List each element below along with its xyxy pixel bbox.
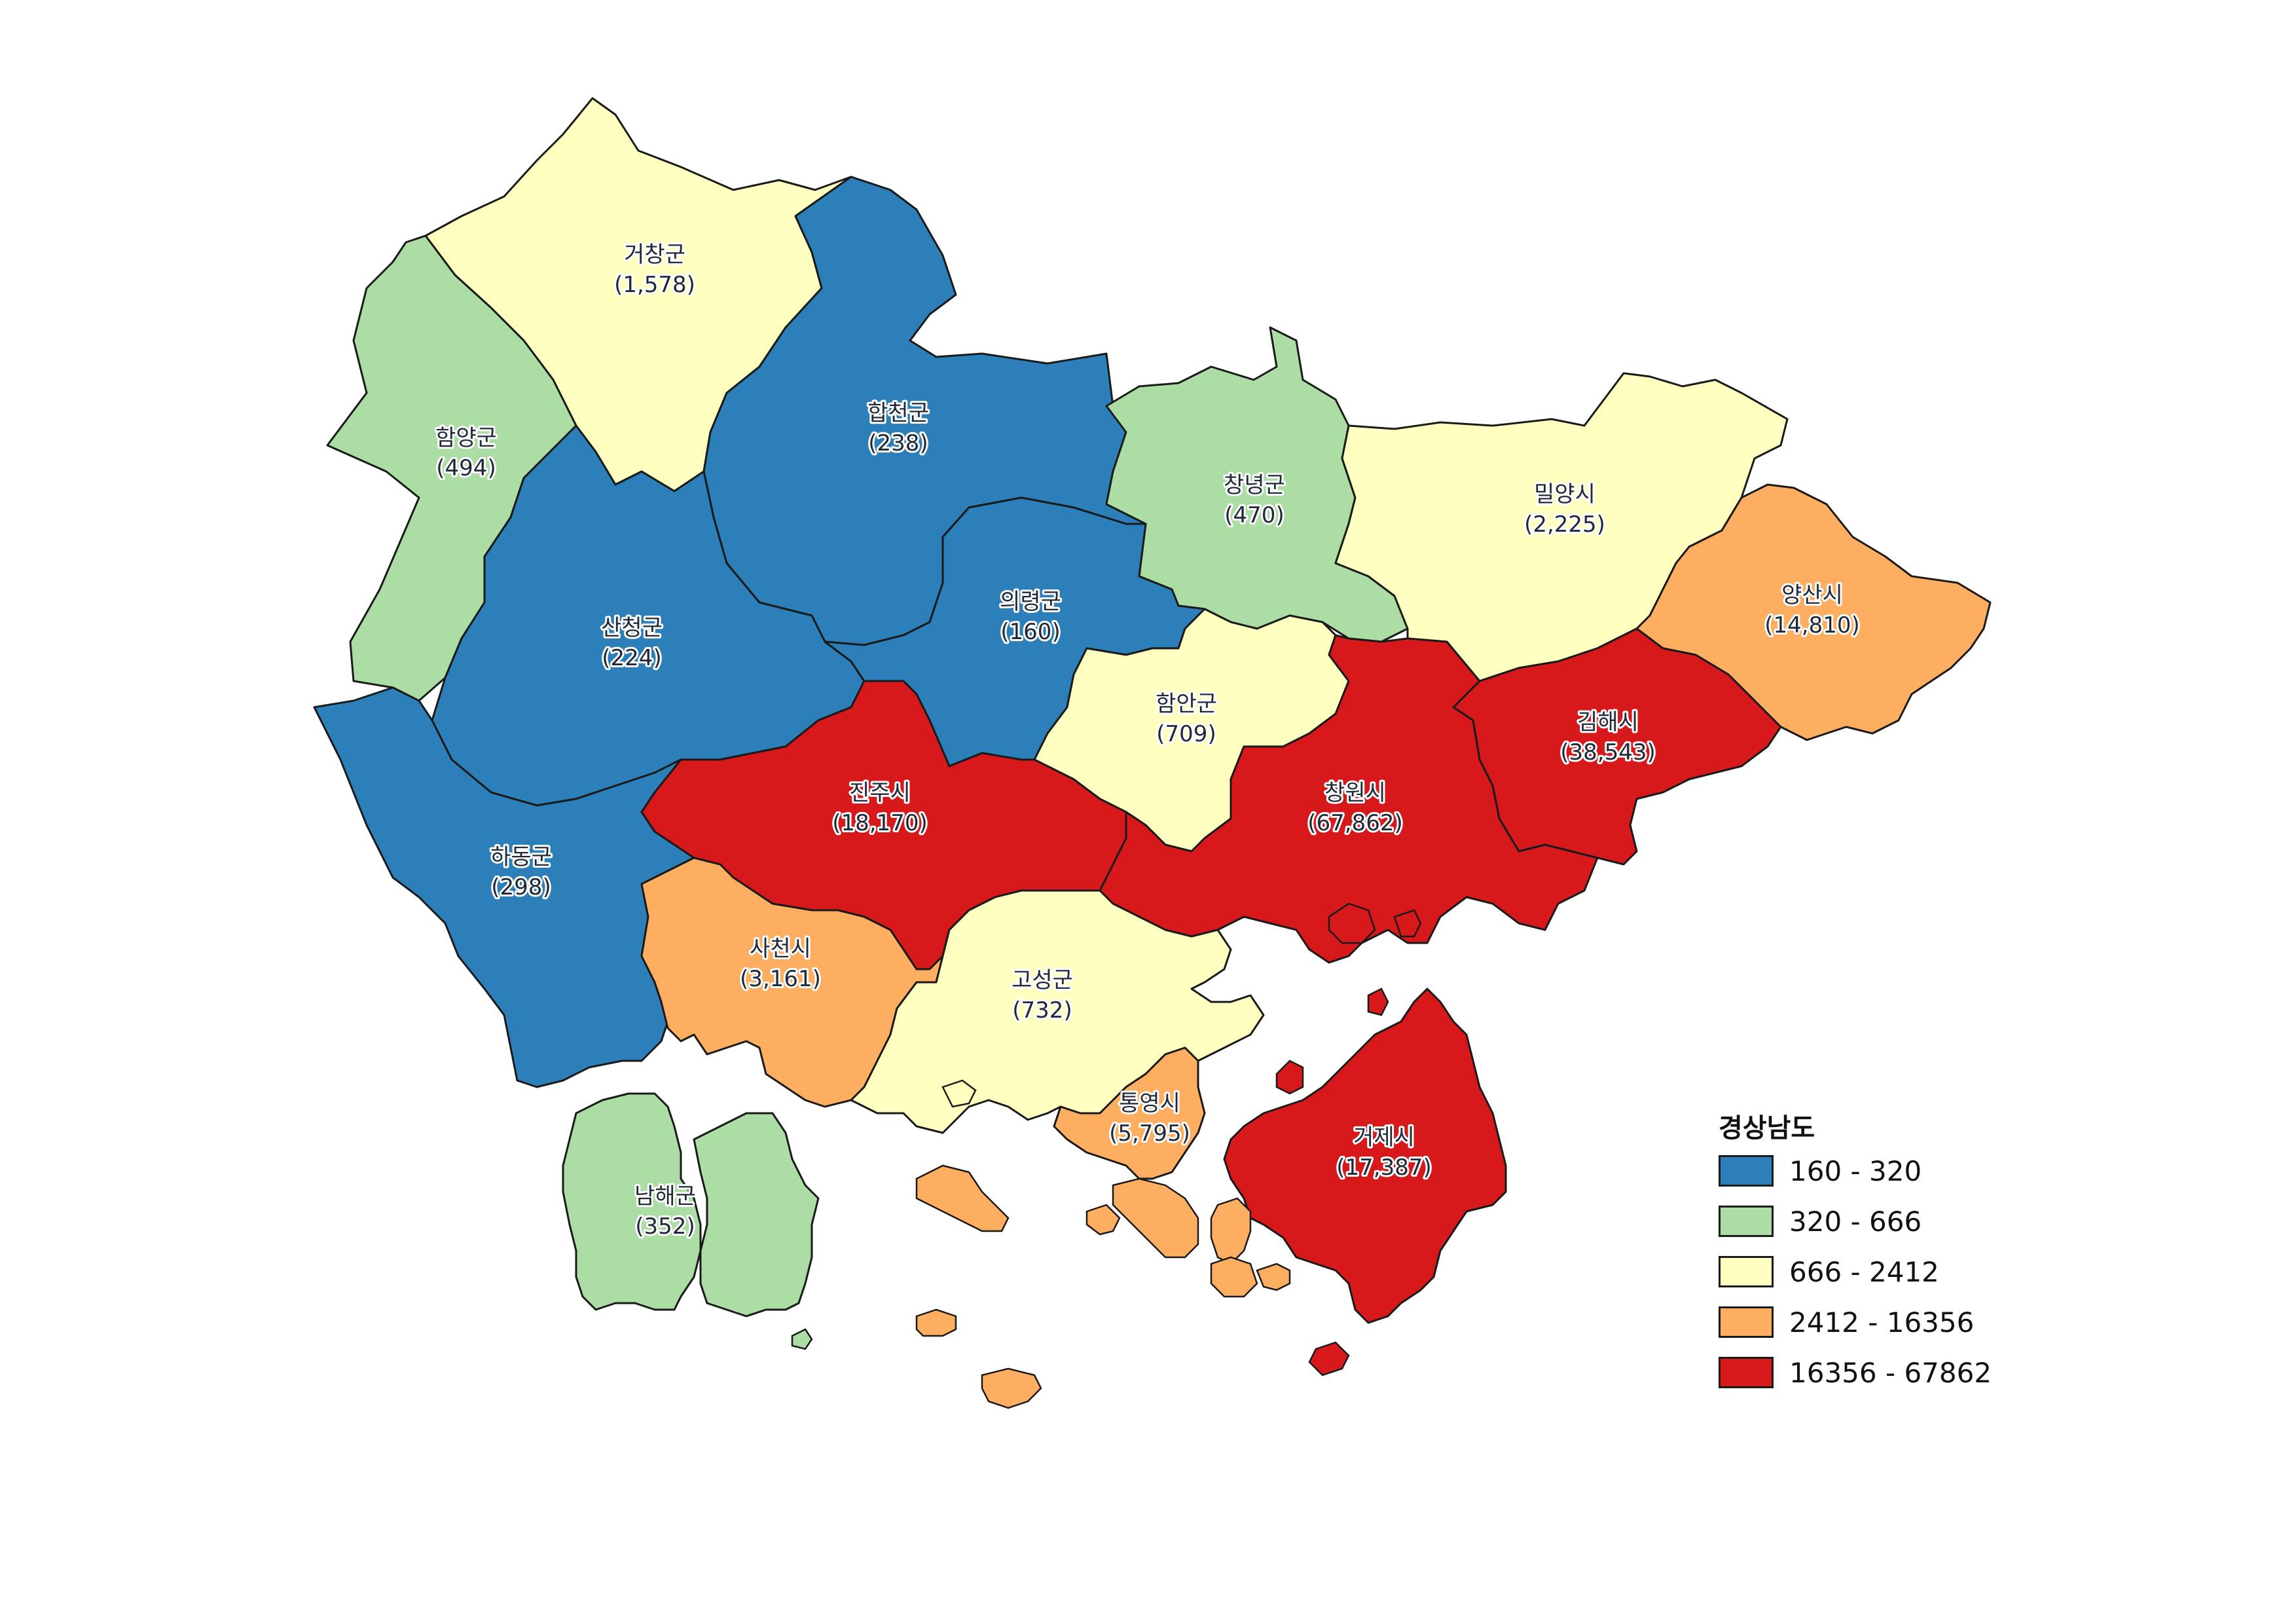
label-jinju-value: (18,170) (832, 810, 928, 836)
label-sancheong-name: 산청군 (601, 615, 663, 641)
label-jinju-name: 진주시 (849, 780, 911, 806)
region-changwon[interactable] (1099, 634, 1599, 964)
legend-label: 320 - 666 (1789, 1205, 1922, 1238)
legend-label: 16356 - 67862 (1789, 1356, 1992, 1389)
label-haman-value: (709) (1156, 721, 1216, 747)
label-hamyang-name: 함양군 (435, 425, 497, 451)
island-tongyeong-8 (1085, 1204, 1121, 1236)
label-gimhae-name: 김해시 (1577, 709, 1639, 735)
label-changnyeong-name: 창녕군 (1224, 472, 1285, 498)
label-changnyeong-value: (470) (1224, 502, 1284, 528)
label-sancheong-value: (224) (602, 645, 661, 671)
label-goseong-name: 고성군 (1011, 967, 1073, 993)
label-geochang-value: (1,578) (614, 272, 695, 298)
label-sacheon-value: (3,161) (740, 966, 821, 992)
legend-item: 2412 - 16356 (1719, 1304, 1974, 1340)
label-hapcheon-name: 합천군 (867, 400, 929, 426)
island-tongyeong-7 (1256, 1263, 1291, 1291)
island-changwon-2 (1393, 909, 1422, 938)
label-uiryeong-name: 의령군 (1000, 589, 1061, 615)
label-haman-name: 함안군 (1156, 691, 1217, 717)
region-yangsan[interactable] (1635, 483, 1992, 741)
label-yangsan-value: (14,810) (1764, 612, 1860, 638)
legend-item: 160 - 320 (1719, 1153, 1922, 1189)
label-tongyeong-value: (5,795) (1109, 1120, 1190, 1147)
legend-item: 320 - 666 (1719, 1203, 1922, 1240)
legend-swatch (1719, 1206, 1774, 1237)
region-namhae-west[interactable] (562, 1092, 702, 1311)
label-changwon-value: (67,862) (1307, 810, 1403, 836)
label-hadong-name: 하동군 (490, 844, 552, 870)
region-hamyang[interactable] (326, 234, 577, 702)
legend-swatch (1719, 1357, 1774, 1388)
label-hadong-value: (298) (491, 874, 551, 900)
island-tongyeong-6 (1210, 1256, 1258, 1298)
label-gimhae-value: (38,543) (1560, 739, 1656, 766)
label-hamyang-value: (494) (436, 455, 496, 481)
label-yangsan-name: 양산시 (1781, 582, 1843, 608)
region-geoje[interactable] (1223, 987, 1507, 1324)
island-goseong-1 (941, 1079, 977, 1108)
label-tongyeong-name: 통영시 (1119, 1090, 1180, 1116)
label-changwon-name: 창원시 (1324, 780, 1386, 806)
island-tongyeong-2 (1112, 1177, 1199, 1259)
legend-swatch (1719, 1306, 1774, 1338)
legend-title: 경상남도 (1719, 1113, 1815, 1143)
legend-item: 666 - 2412 (1719, 1253, 1939, 1290)
label-uiryeong-value: (160) (1000, 619, 1060, 645)
region-tongyeong[interactable] (1053, 1046, 1206, 1180)
island-geoje-2 (1308, 1341, 1350, 1376)
region-namhae-east[interactable] (693, 1112, 820, 1318)
island-tongyeong-4 (915, 1308, 957, 1337)
legend-swatch (1719, 1155, 1774, 1187)
legend-label: 666 - 2412 (1789, 1255, 1939, 1288)
label-namhae-name: 남해군 (634, 1183, 696, 1209)
legend-label: 2412 - 16356 (1789, 1306, 1975, 1338)
legend-label: 160 - 320 (1789, 1154, 1922, 1187)
island-changwon-1 (1328, 902, 1376, 944)
island-namhae-1 (791, 1328, 813, 1350)
legend-swatch (1719, 1256, 1774, 1287)
label-geochang-name: 거창군 (624, 242, 685, 268)
legend-item: 16356 - 67862 (1719, 1354, 1992, 1391)
label-goseong-value: (732) (1012, 997, 1072, 1024)
label-hapcheon-value: (238) (868, 430, 928, 456)
map-legend: 경상남도 160 - 320 320 - 666 666 - 2412 2412… (1719, 1107, 2085, 1408)
label-miryang-name: 밀양시 (1534, 481, 1595, 507)
label-namhae-value: (352) (635, 1213, 695, 1240)
island-geoje-1 (1275, 1060, 1304, 1095)
island-tongyeong-5 (981, 1367, 1042, 1409)
label-sacheon-name: 사천시 (750, 936, 811, 962)
label-geoje-value: (17,387) (1336, 1154, 1432, 1181)
island-tongyeong-1 (915, 1164, 1010, 1232)
island-geoje-3 (1367, 987, 1389, 1016)
label-geoje-name: 거제시 (1353, 1124, 1415, 1151)
label-miryang-value: (2,225) (1524, 511, 1605, 538)
island-tongyeong-3 (1210, 1197, 1252, 1265)
